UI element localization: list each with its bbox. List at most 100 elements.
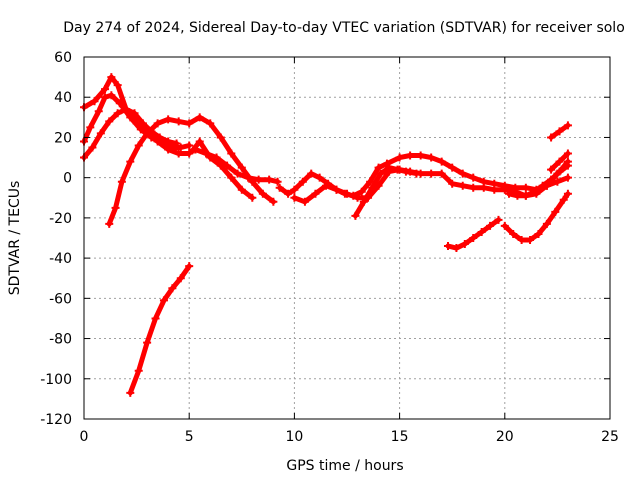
data-point (134, 141, 143, 150)
data-point (300, 197, 309, 206)
data-point (563, 149, 572, 158)
data-point (563, 173, 572, 182)
data-point (547, 133, 556, 142)
data-point (401, 167, 410, 176)
data-point (126, 113, 135, 122)
data-point (96, 129, 105, 138)
data-point (490, 185, 499, 194)
data-point (477, 227, 486, 236)
grid-layer (84, 57, 610, 419)
x-tick-label: 20 (496, 429, 514, 445)
data-point (406, 151, 415, 160)
data-point (343, 189, 351, 198)
data-point (248, 193, 257, 202)
data-point (505, 189, 514, 198)
data-point (86, 123, 95, 132)
x-tick-label: 0 (80, 429, 89, 445)
data-point (448, 179, 457, 188)
series-arc-5 (191, 145, 282, 186)
data-point (244, 173, 253, 182)
data-point (117, 177, 126, 186)
data-point (227, 173, 236, 182)
data-point (443, 242, 452, 251)
data-point (321, 181, 330, 190)
series-arc-2 (80, 91, 194, 152)
data-point (258, 189, 267, 198)
data-point (126, 157, 135, 166)
data-point (555, 167, 564, 176)
data-point (460, 240, 469, 249)
data-point (216, 133, 225, 142)
data-point (437, 169, 446, 178)
series-arc-11 (500, 189, 572, 245)
data-point (427, 153, 436, 162)
data-point (290, 185, 299, 194)
data-point (547, 175, 556, 184)
data-point (206, 119, 215, 128)
series-layer (80, 73, 572, 397)
series-line (106, 114, 276, 227)
y-tick-label: 20 (54, 130, 72, 146)
data-point (107, 91, 116, 100)
data-point (172, 139, 181, 148)
data-point (237, 185, 246, 194)
data-point (469, 173, 478, 182)
data-point (185, 141, 194, 150)
data-point (174, 117, 183, 126)
data-point (521, 183, 530, 192)
data-point (393, 165, 402, 174)
data-point (275, 183, 284, 192)
x-tick-label: 25 (601, 429, 619, 445)
data-point (486, 221, 495, 230)
data-point (542, 219, 551, 228)
y-tick-label: -120 (40, 412, 72, 428)
data-point (538, 181, 547, 190)
data-point (273, 177, 282, 186)
data-point (526, 236, 535, 245)
data-point (469, 183, 478, 192)
data-point (122, 105, 131, 114)
series-arc-10 (443, 215, 503, 253)
data-point (427, 169, 436, 178)
data-point (448, 163, 457, 172)
data-point (494, 215, 503, 224)
data-point (555, 127, 564, 136)
data-point (101, 85, 110, 94)
y-tick-label: -40 (49, 251, 72, 267)
y-tick-label: -80 (49, 332, 72, 348)
series-arc-13 (547, 149, 572, 174)
y-tick-label: -60 (49, 291, 72, 307)
data-point (269, 197, 278, 206)
data-point (368, 183, 377, 192)
data-point (265, 175, 274, 184)
data-point (105, 117, 114, 126)
data-point (530, 187, 539, 196)
data-point (395, 153, 404, 162)
data-point (553, 177, 562, 186)
data-point (237, 163, 246, 172)
data-point (227, 149, 236, 158)
series-arc-8 (290, 161, 572, 206)
data-point (359, 197, 368, 206)
data-point (513, 191, 522, 200)
y-tick-label: 40 (54, 90, 72, 106)
data-point (374, 163, 383, 172)
data-point (458, 169, 467, 178)
data-point (385, 163, 394, 172)
data-point (284, 189, 293, 198)
data-point (563, 157, 572, 166)
data-point (185, 119, 194, 128)
x-tick-label: 5 (185, 429, 194, 445)
data-point (555, 157, 564, 166)
series-line (127, 263, 192, 396)
data-point (353, 193, 362, 202)
data-point (315, 173, 324, 182)
data-point (509, 229, 518, 238)
data-point (185, 149, 194, 158)
y-tick-label: -100 (40, 372, 72, 388)
y-tick-label: 0 (63, 171, 72, 187)
data-point (376, 169, 385, 178)
data-point (298, 177, 307, 186)
data-point (351, 211, 360, 220)
